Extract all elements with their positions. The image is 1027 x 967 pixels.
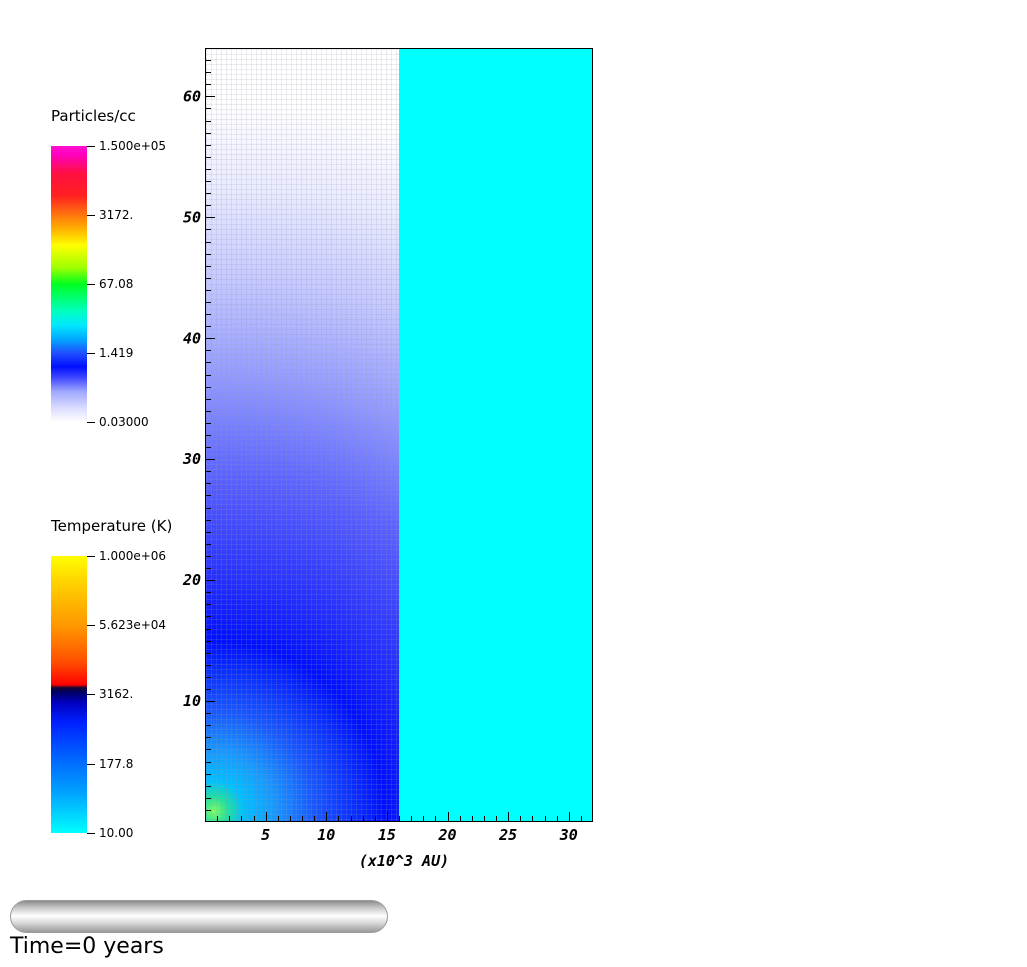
time-label: Time=0 years xyxy=(10,934,164,959)
x-axis-label: (x10^3 AU) xyxy=(359,852,449,870)
x-tick-label: 30 xyxy=(559,826,578,844)
density-legend-tick: 1.419 xyxy=(87,346,133,360)
density-legend-tick: 1.500e+05 xyxy=(87,139,166,153)
y-tick-label: 10 xyxy=(183,692,201,710)
density-legend-tick: 0.03000 xyxy=(87,415,149,429)
y-tick-label: 60 xyxy=(183,87,201,105)
plot-area xyxy=(205,48,593,822)
temperature-legend-tick: 1.000e+06 xyxy=(87,549,166,563)
temperature-field-heatmap xyxy=(399,49,592,821)
y-tick-label: 40 xyxy=(183,329,201,347)
temperature-legend-tick: 5.623e+04 xyxy=(87,618,166,632)
x-tick-label: 20 xyxy=(437,826,456,844)
temperature-legend-title: Temperature (K) xyxy=(51,517,173,535)
y-tick-label: 30 xyxy=(182,450,201,468)
density-legend-tick: 3172. xyxy=(87,208,133,222)
time-progress-bar[interactable] xyxy=(10,900,388,933)
density-legend-tick: 67.08 xyxy=(87,277,133,291)
density-legend-title: Particles/cc xyxy=(51,107,136,125)
density-field-heatmap xyxy=(206,49,399,821)
temperature-legend-tick: 3162. xyxy=(87,687,133,701)
temperature-legend-tick: 177.8 xyxy=(87,757,133,771)
temperature-legend-tick: 10.00 xyxy=(87,826,133,840)
x-tick-label: 10 xyxy=(317,826,335,844)
y-tick-label: 50 xyxy=(183,208,201,226)
x-tick-label: 15 xyxy=(378,826,396,844)
mesh-grid-overlay xyxy=(206,49,399,821)
density-colorbar xyxy=(51,146,87,422)
x-tick-label: 25 xyxy=(498,826,517,844)
temperature-colorbar xyxy=(51,556,87,833)
y-tick-label: 20 xyxy=(182,571,201,589)
x-tick-label: 5 xyxy=(261,826,270,844)
